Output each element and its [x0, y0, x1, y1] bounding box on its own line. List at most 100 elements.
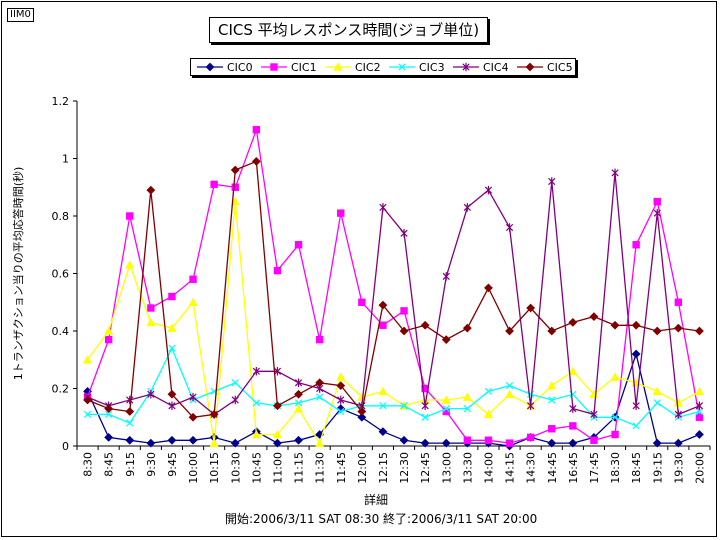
data-point [209, 438, 219, 447]
data-point [674, 410, 682, 419]
x-tick-label: 11:00 [271, 452, 284, 484]
data-point [589, 312, 599, 322]
data-point [251, 429, 261, 439]
data-point [547, 380, 557, 390]
x-tick-label: 13:00 [440, 452, 453, 484]
data-point [147, 390, 155, 399]
legend-item-cic3: CIC3 [389, 61, 445, 74]
data-point [399, 435, 409, 445]
data-point [125, 435, 135, 445]
data-point [652, 326, 662, 336]
data-point [231, 379, 239, 387]
data-point [695, 413, 704, 421]
legend-label: CIC0 [227, 61, 253, 74]
data-point [315, 438, 325, 447]
data-point [315, 335, 324, 344]
data-point [294, 378, 303, 387]
legend-label: CIC2 [355, 61, 381, 74]
data-point [484, 283, 493, 293]
data-point [653, 208, 661, 218]
series-line [86, 129, 701, 444]
data-point [505, 389, 515, 398]
data-point [105, 410, 113, 418]
data-point [462, 392, 472, 401]
data-point [167, 435, 177, 445]
legend-label: CIC1 [291, 61, 317, 74]
data-point [146, 317, 156, 327]
data-point [548, 177, 556, 186]
series-line [87, 172, 700, 416]
x-tick-label: 18:45 [630, 452, 643, 484]
x-tick-label: 8:45 [103, 452, 116, 477]
data-point [569, 422, 577, 430]
x-tick-label: 11:15 [293, 452, 306, 484]
data-point [547, 438, 557, 448]
data-point [126, 395, 134, 405]
data-point [505, 223, 514, 232]
data-point [400, 402, 408, 410]
y-tick-label: 1.2 [52, 95, 70, 108]
data-point [611, 430, 619, 439]
corner-label: IIM0 [7, 8, 34, 22]
series-cic3 [83, 344, 704, 430]
data-point [379, 203, 387, 212]
data-point [147, 304, 155, 312]
series-line [87, 160, 700, 418]
series-cic2 [83, 196, 704, 447]
x-tick-label: 10:15 [208, 452, 221, 484]
data-point [316, 393, 324, 401]
data-point [168, 344, 176, 352]
x-tick-label: 17:45 [588, 452, 601, 484]
data-point [210, 180, 218, 189]
y-axis-title: 1トランザクション当りの平均応答時間(秒) [11, 167, 25, 381]
x-tick-label: 10:45 [250, 452, 263, 484]
data-point [421, 401, 429, 410]
data-point [505, 439, 514, 447]
data-point [167, 389, 177, 399]
data-point [610, 320, 620, 330]
data-point [230, 165, 240, 175]
data-point [104, 326, 114, 335]
data-point [442, 405, 450, 413]
data-point [231, 395, 239, 405]
data-point [463, 405, 471, 413]
data-point [568, 366, 578, 375]
time-range-footer: 開始:2006/3/11 SAT 08:30 終了:2006/3/11 SAT … [225, 512, 538, 526]
data-point [273, 367, 282, 376]
legend-swatch-marker [205, 62, 215, 72]
data-point [526, 303, 536, 313]
data-point [83, 410, 92, 418]
data-point [569, 404, 577, 413]
data-point [358, 298, 366, 306]
series-line [86, 201, 700, 445]
x-tick-label: 19:30 [672, 452, 685, 484]
legend-label: CIC4 [483, 61, 509, 74]
data-point [104, 404, 114, 414]
data-point [272, 429, 282, 439]
data-point [695, 326, 704, 336]
data-point [83, 395, 92, 405]
data-point [653, 197, 661, 206]
data-point [168, 292, 176, 301]
data-point [632, 401, 640, 410]
data-point [379, 321, 387, 329]
data-point [357, 412, 367, 422]
data-point [126, 212, 134, 220]
data-point [273, 266, 282, 275]
legend-swatch-marker [462, 62, 470, 72]
data-point [611, 168, 619, 178]
y-tick-label: 1 [62, 153, 69, 166]
data-point [590, 410, 598, 419]
data-point [463, 203, 471, 212]
data-point [631, 320, 641, 330]
data-point [188, 297, 198, 306]
x-tick-label: 11:45 [335, 452, 348, 484]
y-tick-label: 0 [62, 440, 69, 453]
x-tick-label: 12:45 [419, 452, 432, 484]
data-point [209, 409, 219, 419]
legend-label: CIC3 [419, 61, 445, 74]
chart-legend: CIC0 CIC1 CIC2 CIC3 CIC4 CIC5 [190, 58, 576, 76]
data-point [146, 185, 156, 195]
x-tick-label: 11:30 [314, 452, 327, 484]
x-tick-label: 8:30 [82, 452, 95, 477]
